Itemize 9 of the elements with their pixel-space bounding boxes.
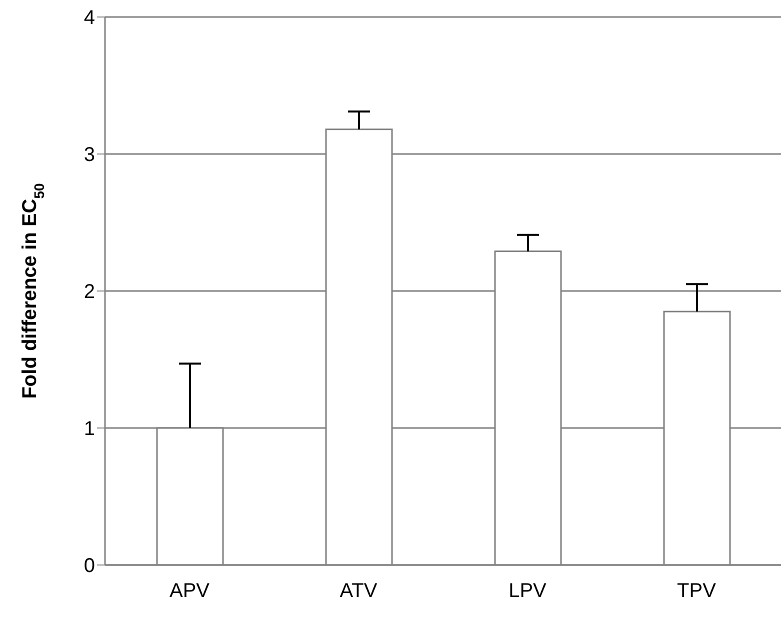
x-tick-label: APV — [169, 580, 210, 602]
x-tick-label: ATV — [340, 580, 378, 602]
y-tick-label: 3 — [84, 144, 95, 166]
y-tick-label: 0 — [84, 555, 95, 578]
y-tick-label: 1 — [84, 418, 95, 440]
x-tick-label: TPV — [677, 580, 717, 602]
x-tick-label: LPV — [508, 580, 548, 602]
y-tick-label: 2 — [84, 281, 95, 304]
y-tick-label: 4 — [84, 7, 95, 30]
